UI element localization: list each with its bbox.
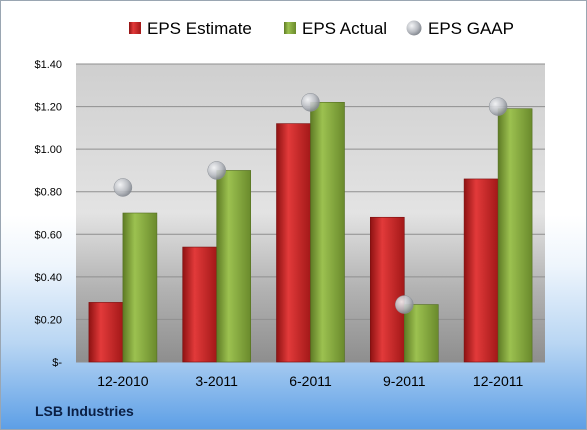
y-tick-label: $- bbox=[52, 357, 62, 369]
y-tick-label: $1.40 bbox=[34, 59, 62, 71]
x-category-label: 12-2011 bbox=[473, 373, 524, 389]
bar-eps-actual bbox=[403, 304, 439, 363]
bars bbox=[88, 102, 533, 363]
bar-eps-estimate bbox=[276, 123, 311, 363]
bar-eps-estimate bbox=[463, 178, 499, 363]
marker-eps-gaap bbox=[488, 97, 508, 116]
x-category-label: 12-2010 bbox=[97, 373, 149, 389]
bar-eps-estimate bbox=[88, 302, 124, 363]
legend-label-actual: EPS Actual bbox=[302, 19, 387, 38]
y-tick-label: $0.40 bbox=[34, 272, 62, 284]
y-tick-label: $0.60 bbox=[34, 229, 62, 241]
x-category-label: 3-2011 bbox=[195, 373, 238, 389]
gaap-markers bbox=[113, 93, 508, 314]
legend-swatch-actual bbox=[284, 22, 296, 34]
x-category-label: 9-2011 bbox=[383, 373, 426, 389]
bar-eps-actual bbox=[310, 102, 345, 363]
legend: EPS Estimate EPS Actual EPS GAAP bbox=[129, 19, 514, 38]
legend-label-gaap: EPS GAAP bbox=[428, 19, 514, 38]
bar-eps-actual bbox=[497, 108, 533, 363]
marker-eps-gaap bbox=[207, 161, 226, 180]
y-tick-label: $0.80 bbox=[34, 187, 62, 199]
legend-marker-gaap bbox=[406, 20, 422, 36]
y-axis-ticks: $- $0.20 $0.40 $0.60 $0.80 $1.00 $1.20 $1.40 bbox=[34, 59, 62, 369]
bar-eps-estimate bbox=[369, 216, 405, 363]
x-axis-categories: 12-2010 3-2011 6-2011 9-2011 12-2011 bbox=[97, 373, 523, 389]
y-tick-label: $1.00 bbox=[34, 144, 62, 156]
bar-eps-estimate bbox=[182, 246, 217, 363]
marker-eps-gaap bbox=[395, 295, 414, 314]
x-category-label: 6-2011 bbox=[289, 373, 332, 389]
legend-label-estimate: EPS Estimate bbox=[147, 19, 252, 38]
bar-eps-actual bbox=[122, 212, 158, 363]
y-tick-label: $0.20 bbox=[34, 314, 62, 326]
company-label: LSB Industries bbox=[35, 403, 134, 419]
marker-eps-gaap bbox=[301, 93, 320, 112]
bar-eps-actual bbox=[216, 170, 251, 363]
y-tick-label: $1.20 bbox=[34, 102, 62, 114]
marker-eps-gaap bbox=[113, 178, 133, 197]
legend-swatch-estimate bbox=[129, 22, 141, 34]
